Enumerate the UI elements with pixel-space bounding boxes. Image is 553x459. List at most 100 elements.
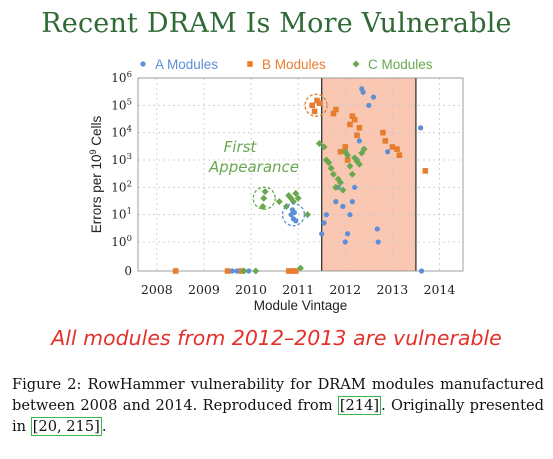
caption-ref-20-215[interactable]: [20, 215] (30, 417, 102, 436)
y-tick-label: 102 (111, 179, 132, 194)
b-modules-point (292, 268, 299, 274)
c-modules-legend-label: C Modules (368, 57, 433, 72)
b-modules-point (356, 125, 363, 131)
c-modules-point (252, 267, 260, 275)
b-modules-point (311, 108, 318, 115)
b-modules-point (354, 132, 360, 139)
x-tick-label: 2014 (424, 282, 456, 297)
b-modules-legend-marker (247, 61, 253, 67)
a-modules-legend-marker (140, 61, 146, 67)
c-modules-point (294, 194, 302, 202)
y-axis-label: Errors per 109 Cells (88, 115, 104, 233)
first-appearance-c-circle (252, 186, 276, 210)
annotation-first: First (224, 138, 258, 156)
c-modules-legend-marker (352, 60, 360, 68)
annotation-appearance: Appearance (208, 158, 299, 176)
slide-title: Recent DRAM Is More Vulnerable (41, 8, 512, 39)
x-tick-label: 2012 (329, 282, 361, 297)
a-modules-point (340, 203, 346, 210)
a-modules-point (347, 212, 353, 218)
c-modules-point (344, 151, 352, 159)
b-modules-point (342, 144, 349, 150)
c-modules-point (320, 143, 328, 151)
a-modules-point (323, 212, 330, 218)
x-tick-label: 2008 (141, 282, 173, 297)
a-modules-point (321, 220, 327, 226)
b-modules-legend-label: B Modules (262, 57, 326, 72)
headline-suffix: are vulnerable (346, 326, 502, 350)
b-modules-point (394, 146, 400, 152)
c-modules-point (325, 159, 333, 167)
c-modules-point (329, 170, 337, 178)
a-modules-point (366, 102, 372, 108)
c-modules-point (289, 198, 297, 206)
y-tick-label: 106 (111, 70, 132, 85)
b-modules-point (337, 148, 344, 155)
b-modules-point (389, 144, 396, 150)
c-modules-point (297, 264, 304, 272)
c-modules-point (355, 160, 363, 168)
caption-ref-214[interactable]: [214] (337, 396, 382, 415)
y-tick-label: 100 (111, 234, 132, 249)
y-tick-label: 104 (111, 125, 132, 140)
b-modules-point (316, 100, 323, 106)
b-modules-point (349, 113, 356, 120)
b-modules-point (309, 102, 316, 109)
b-modules-point (422, 168, 429, 174)
a-modules-point (375, 239, 381, 245)
headline-years: 2012–2013 (231, 326, 347, 350)
a-modules-point (418, 268, 425, 274)
c-modules-point (348, 170, 356, 178)
b-modules-point (333, 106, 339, 113)
x-tick-label: 2011 (282, 282, 314, 297)
a-modules-point (246, 268, 252, 274)
a-modules-point (360, 89, 366, 95)
y-tick-label: 103 (111, 152, 132, 167)
a-modules-point (352, 184, 358, 190)
b-modules-point (224, 268, 231, 274)
first-appearance-a-circle (281, 203, 306, 227)
headline-prefix: All modules from (51, 326, 232, 350)
a-modules-point (291, 209, 297, 216)
x-tick-label: 2009 (188, 282, 220, 297)
a-modules-point (349, 199, 355, 205)
c-modules-point (275, 198, 283, 206)
a-modules-point (385, 149, 391, 155)
a-modules-point (418, 125, 424, 131)
b-modules-point (380, 129, 386, 136)
a-modules-point (345, 231, 351, 237)
x-axis-label: Module Vintage (254, 298, 348, 313)
b-modules-point (285, 268, 292, 274)
a-modules-point (370, 94, 377, 100)
c-modules-point (339, 186, 347, 194)
a-modules-point (229, 268, 235, 274)
c-modules-point (240, 267, 248, 275)
c-modules-point (332, 183, 340, 191)
b-modules-point (330, 110, 337, 117)
b-modules-point (172, 268, 179, 274)
b-modules-point (351, 116, 358, 123)
c-modules-point (360, 145, 368, 153)
c-modules-point (292, 189, 300, 197)
c-modules-point (337, 179, 345, 187)
y-tick-label: 101 (111, 207, 132, 222)
x-tick-label: 2010 (235, 282, 267, 297)
a-modules-point (374, 226, 380, 232)
a-modules-point (319, 231, 325, 237)
caption-part3: . (101, 418, 107, 435)
c-modules-point (304, 211, 312, 219)
a-modules-legend-label: A Modules (155, 57, 218, 72)
first-appearance-b-circle (304, 93, 328, 117)
c-modules-point (261, 188, 269, 196)
figure-caption: Figure 2: RowHammer vulnerability for DR… (12, 374, 544, 437)
y-tick-label: 0 (124, 264, 132, 278)
b-modules-point (347, 121, 353, 128)
caption-part2: . Originally presented in (12, 397, 544, 435)
a-modules-point (342, 239, 348, 245)
c-modules-point (260, 194, 268, 202)
caption-part1: Figure 2: RowHammer vulnerability for DR… (12, 376, 544, 414)
b-modules-point (396, 152, 403, 158)
b-modules-point (344, 157, 351, 163)
a-modules-point (293, 218, 299, 224)
c-modules-point (315, 140, 323, 148)
